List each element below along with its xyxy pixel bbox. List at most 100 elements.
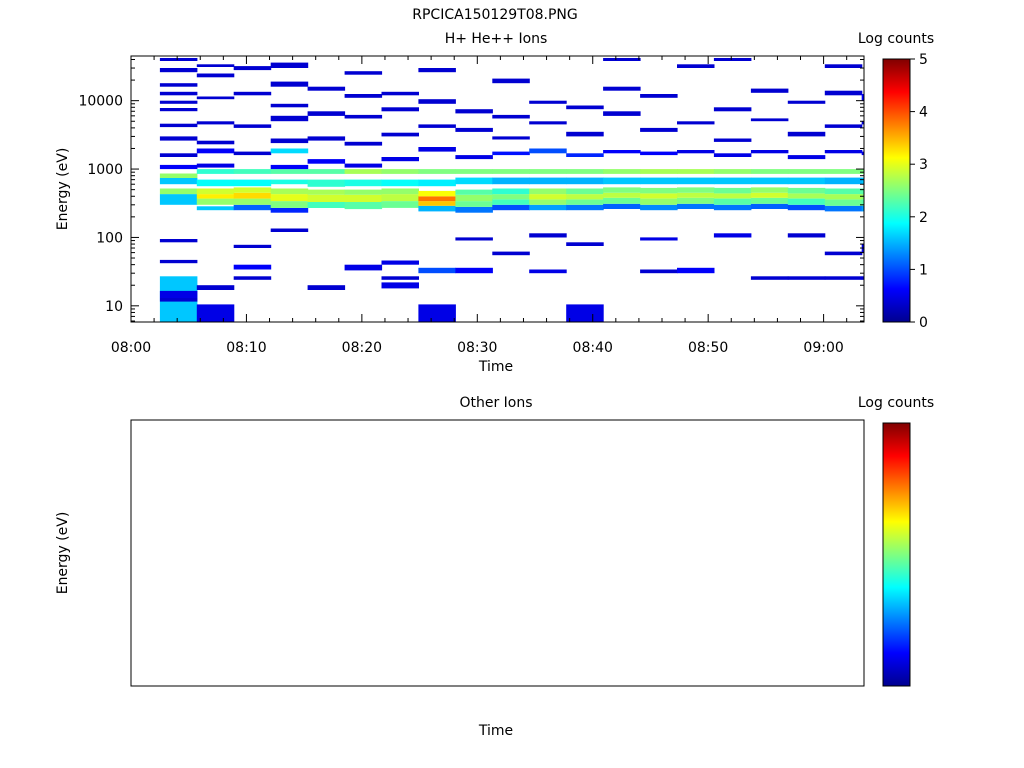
heatmap-cell [492, 177, 530, 185]
heatmap-cell [787, 204, 826, 211]
heatmap-cell [381, 260, 419, 265]
heatmap-cell [824, 150, 863, 154]
heatmap-cell [233, 151, 272, 156]
colorbar-tick-label: 5 [919, 52, 928, 68]
heatmap-cell [824, 169, 863, 174]
heatmap-cell [307, 179, 346, 187]
heatmap-cell [307, 189, 346, 195]
heatmap-cell [713, 198, 752, 205]
heatmap-cell [418, 201, 456, 206]
heatmap-cell [713, 153, 752, 157]
heatmap-cell [159, 58, 198, 61]
heatmap-cell [529, 199, 567, 205]
y-tick-label: 1000 [87, 162, 123, 178]
heatmap-cell [381, 107, 419, 112]
heatmap-cell [640, 193, 678, 199]
heatmap-cell [566, 304, 604, 322]
heatmap-cell [529, 177, 567, 185]
heatmap-cell [787, 169, 826, 174]
heatmap-cell [233, 66, 272, 71]
colorbar: Log counts [858, 395, 934, 687]
heatmap-cell [270, 207, 309, 213]
heatmap-cell [196, 285, 235, 290]
heatmap-cell [381, 194, 419, 202]
heatmap-cell [750, 187, 789, 193]
heatmap-cell [677, 150, 715, 154]
colorbar-tick-label: 3 [919, 157, 928, 173]
heatmap-cell [455, 155, 493, 160]
heatmap-cell [270, 169, 309, 174]
heatmap-cell [307, 159, 346, 164]
heatmap-cell [492, 188, 530, 195]
heatmap-cell [196, 163, 235, 168]
heatmap-cell [529, 194, 567, 200]
heatmap-cell [418, 205, 456, 212]
heatmap-cell [713, 233, 752, 238]
heatmap-cell [750, 197, 789, 204]
x-tick-label: 08:20 [342, 340, 382, 356]
colorbar-tick-label: 0 [919, 315, 928, 331]
heatmap-cell [824, 194, 863, 200]
x-axis-label: Time [478, 359, 513, 375]
heatmap-cell [787, 233, 826, 238]
figure-title: RPCICA150129T08.PNG [412, 7, 577, 23]
heatmap-cell [270, 201, 309, 208]
heatmap-cell [713, 138, 752, 142]
heatmap-cell [492, 136, 530, 140]
heatmap-cell [529, 233, 567, 238]
heatmap-cell [159, 83, 198, 87]
heatmap-cell [455, 169, 493, 174]
heatmap-cell [455, 109, 493, 114]
x-axis: 08:00 08:10 08:20 08:30 08:40 08:50 09:00 [111, 56, 848, 356]
heatmap-cell [159, 194, 198, 205]
heatmap-cell [677, 197, 715, 204]
heatmap-cell [824, 276, 863, 280]
heatmap-cell [233, 169, 272, 174]
heatmap-cell [344, 202, 383, 210]
panel-other-ions: Other Ions Energy (eV) Time Log counts [55, 395, 934, 739]
heatmap-cell [196, 206, 235, 211]
heatmap-cell [566, 199, 604, 205]
heatmap-cell [640, 94, 678, 98]
heatmap-cell [344, 169, 383, 174]
heatmap-cell [418, 169, 456, 174]
heatmap-cell [159, 108, 198, 112]
heatmap-cell [418, 267, 456, 274]
heatmap-cell [159, 136, 198, 141]
heatmap-cell [787, 131, 826, 137]
heatmap-cell [196, 73, 235, 78]
heatmap-cell [270, 81, 309, 87]
y-axis: 10 100 1000 10000 [78, 58, 864, 322]
heatmap-cell [529, 269, 567, 274]
heatmap-cell [196, 304, 235, 322]
y-tick-label: 100 [96, 230, 123, 246]
heatmap-cell [233, 198, 272, 205]
heatmap-cell [603, 197, 641, 204]
heatmap-cell [861, 205, 864, 212]
heatmap-cell [418, 304, 456, 322]
heatmap-cell [344, 189, 383, 195]
heatmap-cell [603, 58, 641, 61]
heatmap-cell [824, 124, 863, 128]
heatmap-cell [159, 298, 198, 302]
heatmap-cell [677, 203, 715, 209]
heatmap-cell [529, 169, 567, 174]
y-tick-label: 10 [105, 299, 123, 315]
x-tick-label: 09:00 [803, 340, 843, 356]
heatmap-cell [307, 111, 346, 116]
heatmap-cell [566, 177, 604, 185]
heatmap-cell [418, 68, 456, 73]
heatmap-cell [492, 78, 530, 84]
panel-title: Other Ions [459, 395, 532, 411]
heatmap-cell [677, 64, 715, 68]
colorbar-gradient [883, 423, 910, 686]
x-axis-label: Time [478, 723, 513, 739]
heatmap-cell [455, 177, 493, 185]
heatmap-cell [640, 237, 678, 241]
heatmap-cell [603, 111, 641, 116]
heatmap-cell [233, 276, 272, 280]
heatmap-cell [455, 189, 493, 195]
heatmap-cell [529, 188, 567, 195]
